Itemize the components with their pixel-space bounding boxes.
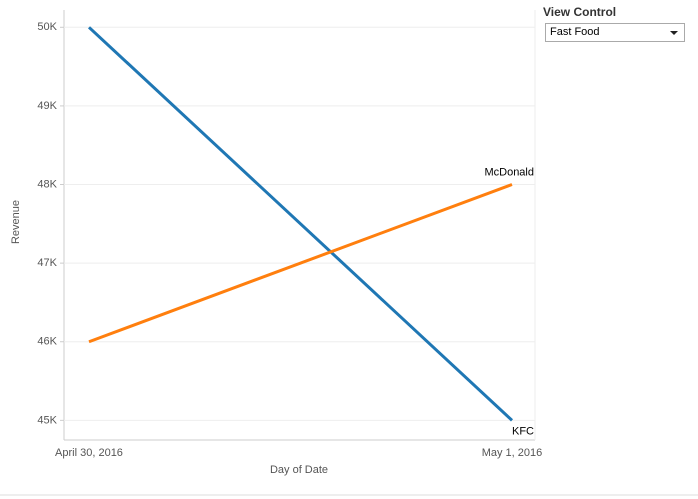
dropdown-value: Fast Food bbox=[550, 26, 600, 38]
y-tick-label: 49K bbox=[37, 100, 57, 112]
x-tick-label: April 30, 2016 bbox=[55, 447, 123, 459]
series-label: KFC bbox=[512, 425, 534, 437]
control-title: View Control bbox=[543, 5, 617, 19]
x-axis-label: Day of Date bbox=[270, 464, 328, 476]
line bbox=[88, 183, 513, 344]
y-tick-label: 45K bbox=[37, 414, 57, 426]
y-tick-label: 48K bbox=[37, 178, 57, 190]
dropdown-arrow bbox=[670, 31, 678, 35]
series-label: McDonald bbox=[484, 166, 534, 178]
x-tick-label: May 1, 2016 bbox=[482, 447, 543, 459]
y-tick-label: 47K bbox=[37, 257, 57, 269]
line bbox=[87, 26, 514, 422]
y-tick-label: 46K bbox=[37, 336, 57, 348]
dropdown[interactable]: Fast Food bbox=[545, 23, 685, 42]
y-tick-label: 50K bbox=[37, 21, 57, 33]
y-axis-label: Revenue bbox=[10, 200, 22, 244]
